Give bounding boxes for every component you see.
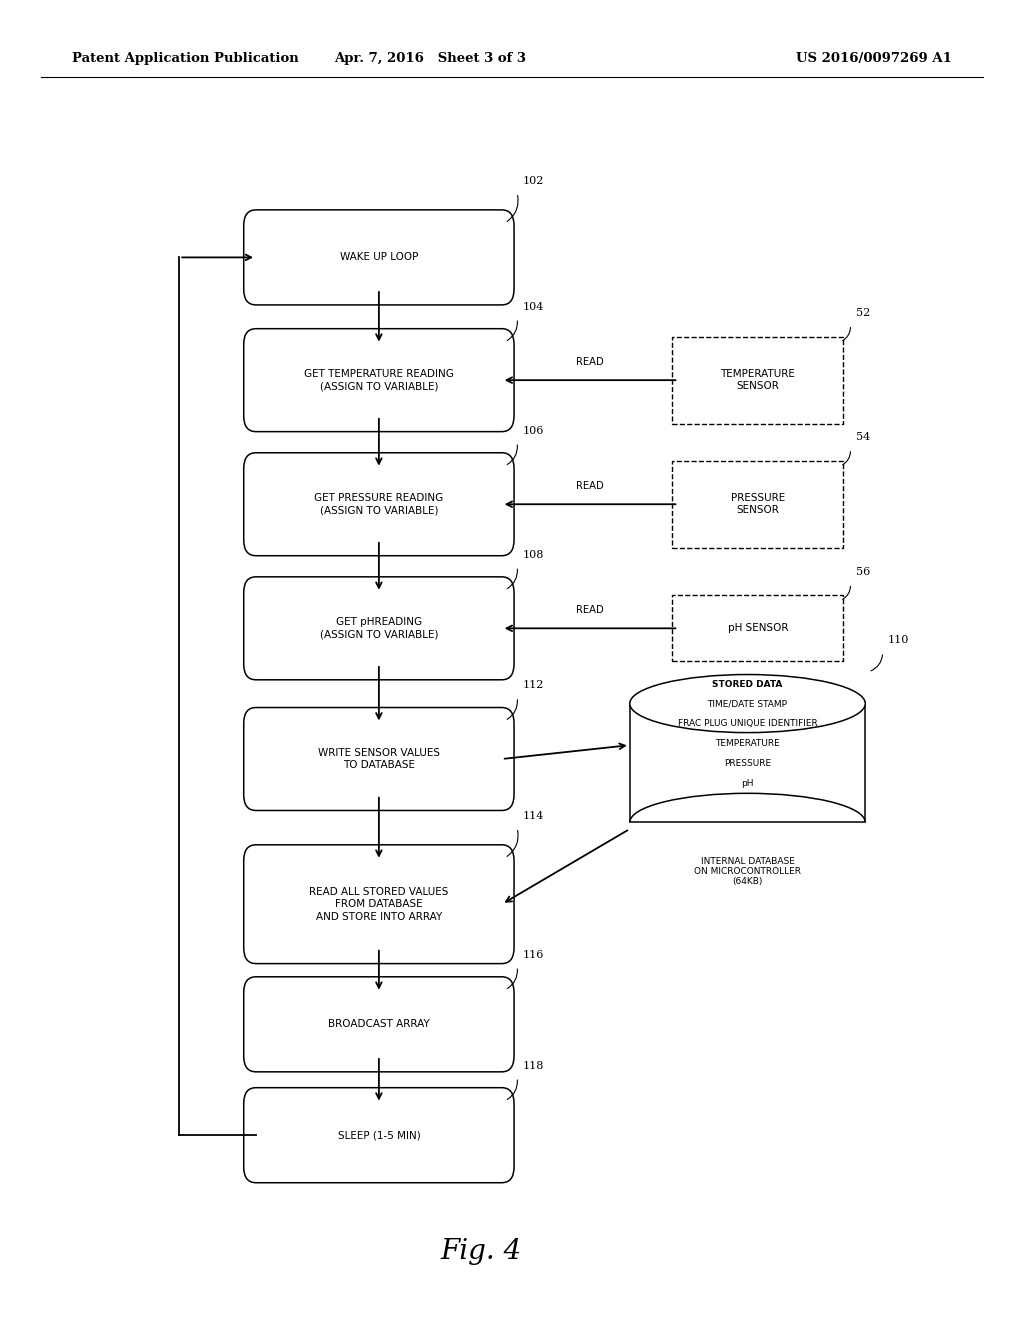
Ellipse shape [630,675,865,733]
FancyBboxPatch shape [244,453,514,556]
Text: READ: READ [577,480,604,491]
Bar [630,704,865,822]
FancyBboxPatch shape [672,595,844,661]
Text: PRESSURE: PRESSURE [724,759,771,768]
Text: GET TEMPERATURE READING
(ASSIGN TO VARIABLE): GET TEMPERATURE READING (ASSIGN TO VARIA… [304,370,454,391]
FancyBboxPatch shape [672,337,844,424]
Text: 104: 104 [522,301,544,312]
Text: 102: 102 [522,176,544,186]
Text: BROADCAST ARRAY: BROADCAST ARRAY [328,1019,430,1030]
Text: 114: 114 [522,810,544,821]
Text: 56: 56 [856,566,869,577]
FancyBboxPatch shape [244,1088,514,1183]
Text: READ ALL STORED VALUES
FROM DATABASE
AND STORE INTO ARRAY: READ ALL STORED VALUES FROM DATABASE AND… [309,887,449,921]
Text: READ: READ [577,356,604,367]
Text: US 2016/0097269 A1: US 2016/0097269 A1 [797,51,952,65]
Text: 116: 116 [522,949,544,960]
Text: TEMPERATURE: TEMPERATURE [715,739,780,748]
Text: 112: 112 [522,680,544,690]
Text: Patent Application Publication: Patent Application Publication [72,51,298,65]
Text: 54: 54 [856,432,869,442]
FancyBboxPatch shape [244,329,514,432]
Text: pH SENSOR: pH SENSOR [727,623,788,634]
Text: STORED DATA: STORED DATA [713,680,782,689]
Text: Fig. 4: Fig. 4 [440,1238,522,1265]
Text: GET pHREADING
(ASSIGN TO VARIABLE): GET pHREADING (ASSIGN TO VARIABLE) [319,618,438,639]
FancyBboxPatch shape [244,977,514,1072]
FancyBboxPatch shape [672,461,844,548]
Text: WRITE SENSOR VALUES
TO DATABASE: WRITE SENSOR VALUES TO DATABASE [317,748,440,770]
FancyBboxPatch shape [244,577,514,680]
Text: PRESSURE
SENSOR: PRESSURE SENSOR [731,494,784,515]
Text: GET PRESSURE READING
(ASSIGN TO VARIABLE): GET PRESSURE READING (ASSIGN TO VARIABLE… [314,494,443,515]
Text: Apr. 7, 2016   Sheet 3 of 3: Apr. 7, 2016 Sheet 3 of 3 [334,51,526,65]
Text: SLEEP (1-5 MIN): SLEEP (1-5 MIN) [338,1130,420,1140]
Text: 108: 108 [522,549,544,560]
Text: READ: READ [577,605,604,615]
Text: INTERNAL DATABASE
ON MICROCONTROLLER
(64KB): INTERNAL DATABASE ON MICROCONTROLLER (64… [694,857,801,887]
FancyBboxPatch shape [244,845,514,964]
Text: 110: 110 [888,635,909,645]
Text: FRAC PLUG UNIQUE IDENTIFIER: FRAC PLUG UNIQUE IDENTIFIER [678,719,817,729]
FancyBboxPatch shape [244,708,514,810]
Text: TEMPERATURE
SENSOR: TEMPERATURE SENSOR [720,370,796,391]
Text: 118: 118 [522,1060,544,1071]
Text: TIME/DATE STAMP: TIME/DATE STAMP [708,700,787,709]
Text: 52: 52 [856,308,869,318]
Text: pH: pH [741,779,754,788]
FancyBboxPatch shape [244,210,514,305]
Text: 106: 106 [522,425,544,436]
Text: WAKE UP LOOP: WAKE UP LOOP [340,252,418,263]
